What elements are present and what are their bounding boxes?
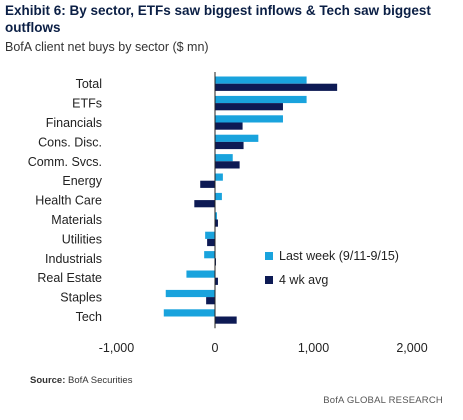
chart-subtitle: BofA client net buys by sector ($ mn) (5, 40, 209, 54)
source-text: BofA Securities (68, 375, 133, 386)
bar-last-week (215, 154, 233, 162)
category-label: Materials (51, 213, 102, 227)
source-note: Source: BofA Securities (30, 375, 132, 386)
category-label: Cons. Disc. (38, 135, 102, 149)
bar-4wk-avg (215, 316, 237, 324)
bar-last-week (215, 76, 307, 84)
bar-last-week (215, 192, 222, 201)
category-label: Total (76, 77, 102, 91)
bar-4wk-avg (200, 180, 215, 188)
legend-swatch (265, 276, 273, 284)
bar-4wk-avg (215, 103, 283, 111)
category-label: Utilities (62, 232, 102, 246)
legend-label: 4 wk avg (279, 273, 328, 287)
bar-4wk-avg (215, 161, 240, 169)
bar-last-week (163, 309, 215, 317)
bar-last-week (215, 173, 223, 181)
x-tick-label: 0 (212, 341, 219, 355)
bar-last-week (186, 270, 215, 278)
bar-4wk-avg (215, 141, 244, 150)
legend-label: Last week (9/11-9/15) (279, 249, 399, 263)
category-label: Tech (76, 310, 102, 324)
x-tick-label: -1,000 (99, 341, 134, 355)
bar-last-week (204, 251, 215, 259)
category-label: Health Care (35, 194, 102, 208)
bar-last-week (215, 115, 283, 123)
x-tick-label: 1,000 (298, 341, 329, 355)
bar-4wk-avg (215, 277, 218, 285)
category-label: Financials (46, 116, 102, 130)
source-label: Source: (30, 375, 66, 386)
bar-chart: Total ETFs Financials Cons. Disc. Comm. Svcs… (28, 72, 428, 355)
chart-title: Exhibit 6: By sector, ETFs saw biggest i… (5, 3, 431, 35)
bar-last-week (205, 231, 215, 239)
category-label: Energy (62, 174, 102, 188)
category-label: ETFs (72, 97, 102, 111)
legend: Last week (9/11-9/15) 4 wk avg (265, 249, 399, 287)
bar-last-week (215, 212, 217, 220)
bar-4wk-avg (215, 122, 243, 130)
category-label: Staples (60, 291, 102, 305)
bar-4wk-avg (215, 83, 338, 91)
bar-last-week (215, 95, 307, 104)
category-label: Comm. Svcs. (28, 155, 102, 169)
brand-label: BofA GLOBAL RESEARCH (323, 395, 443, 406)
bar-4wk-avg (207, 238, 215, 247)
category-label: Industrials (45, 252, 102, 266)
bar-last-week (215, 134, 259, 142)
bar-4wk-avg (215, 219, 218, 227)
bar-last-week (165, 289, 215, 298)
legend-swatch (265, 252, 273, 260)
bar-4wk-avg (206, 297, 215, 305)
x-tick-label: 2,000 (396, 341, 427, 355)
bar-4wk-avg (194, 200, 215, 208)
category-label: Real Estate (37, 271, 102, 285)
